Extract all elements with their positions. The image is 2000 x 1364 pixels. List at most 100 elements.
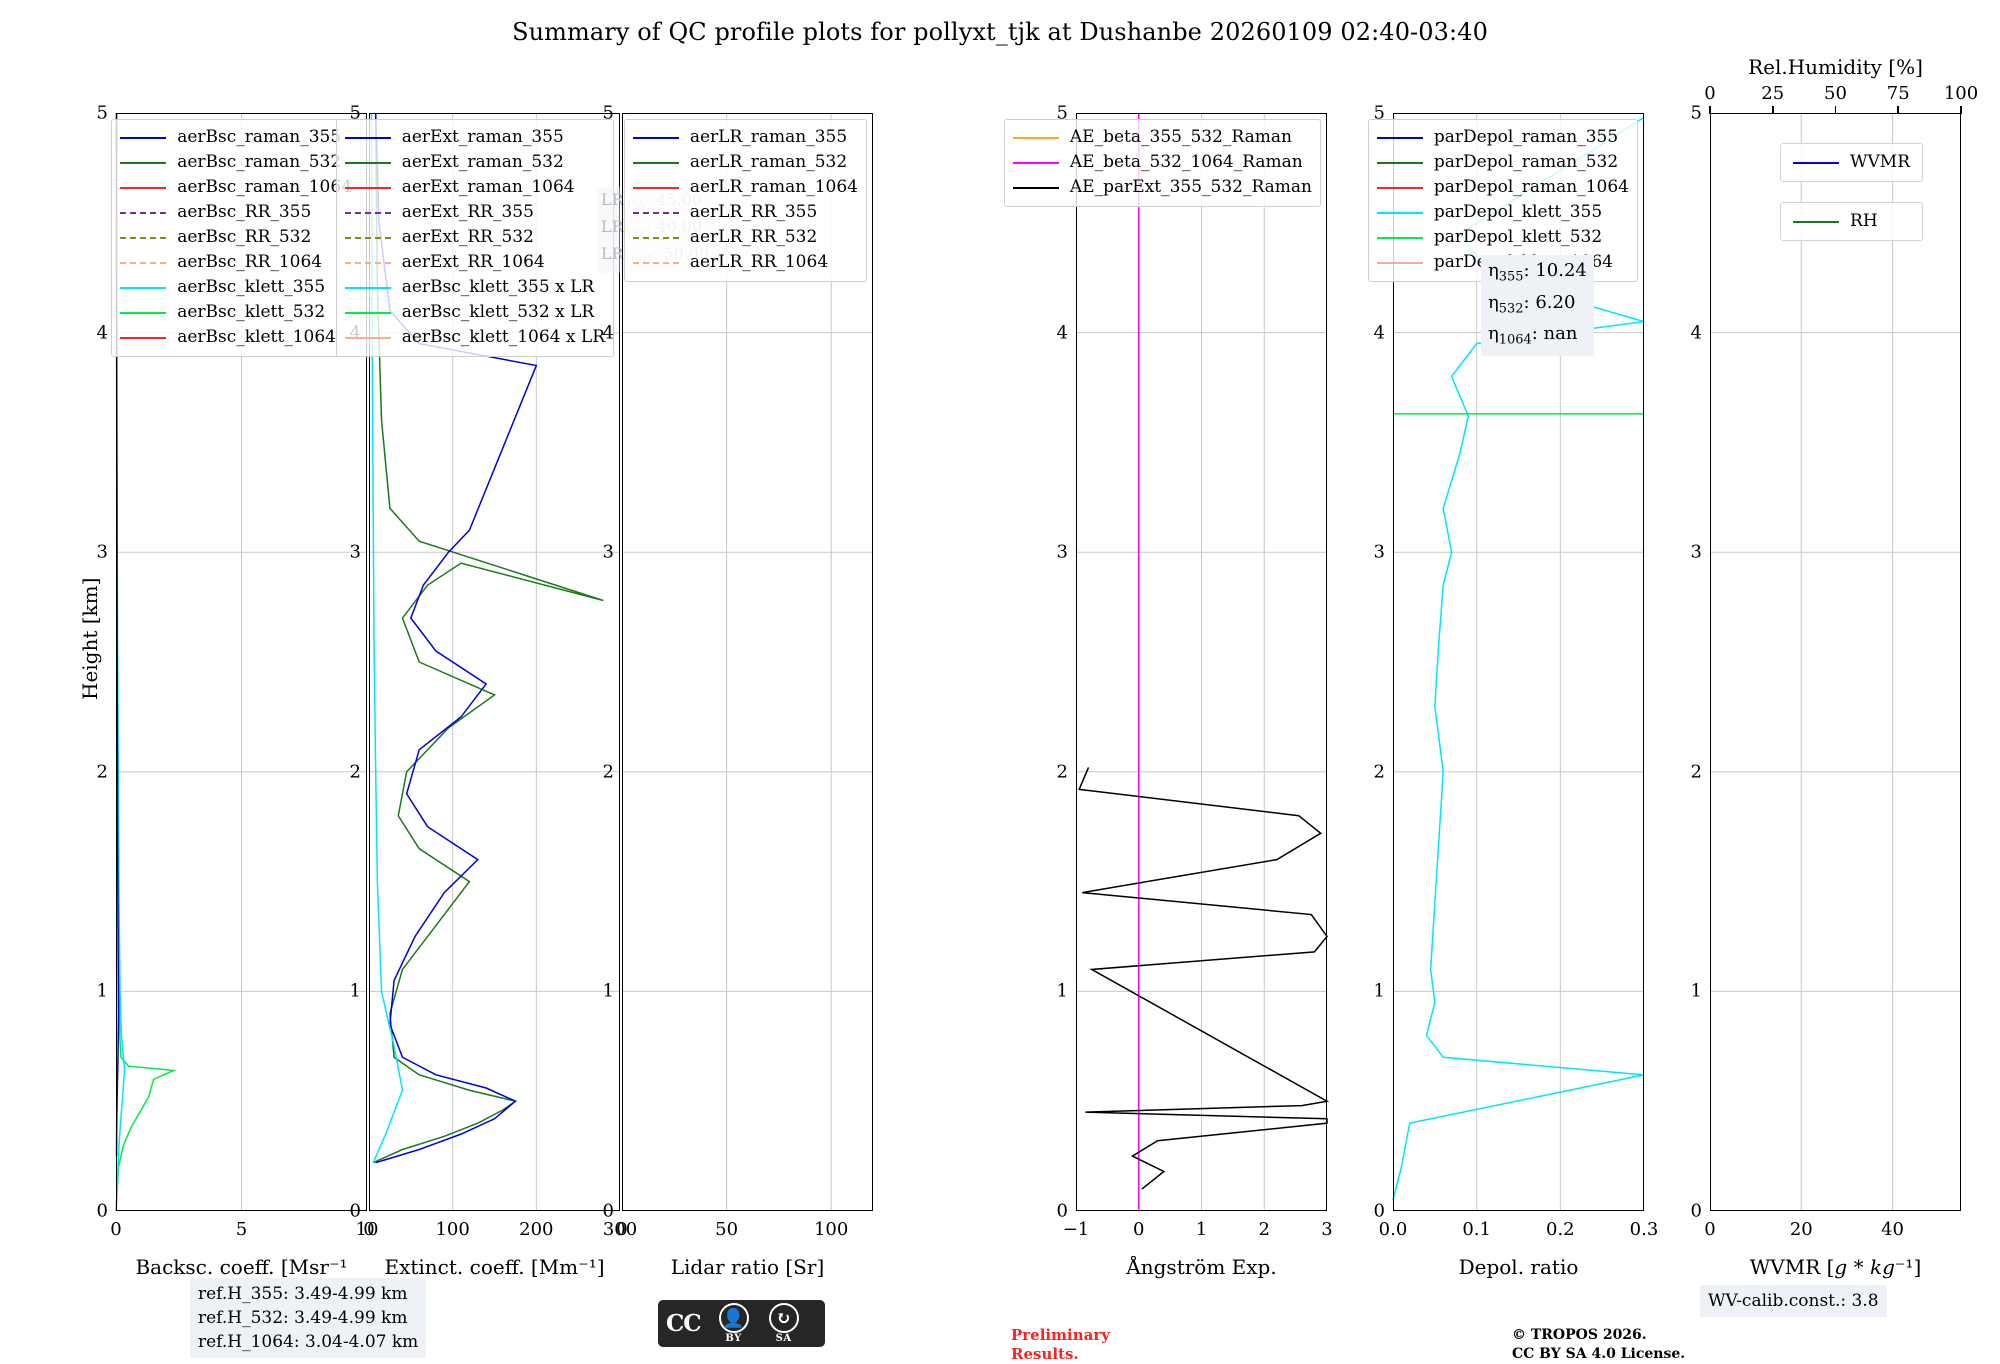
- legend-swatch-icon: [344, 336, 391, 339]
- legend-entry-aerLR_raman_1064[interactable]: aerLR_raman_1064: [632, 175, 858, 200]
- legend-swatch-icon: [1376, 161, 1423, 164]
- legend-entry-aerExt_RR_1064[interactable]: aerExt_RR_1064: [344, 250, 605, 275]
- legend-entry-aerBsc_klett_355[interactable]: aerBsc_klett_355: [120, 275, 352, 300]
- x-tick-angstrom-1: 0: [1133, 1219, 1145, 1240]
- plot-area-extinction: [369, 112, 620, 1211]
- x-tick-depolarization-1: 0.1: [1462, 1219, 1491, 1240]
- x-tick-wvmr-rh-2: 40: [1881, 1219, 1904, 1240]
- plot-area-angstrom: [1076, 113, 1330, 1211]
- legend-swatch-icon: [1793, 220, 1840, 223]
- legend-entry-aerExt_RR_355[interactable]: aerExt_RR_355: [344, 200, 605, 225]
- legend-entry-parDepol_raman_355[interactable]: parDepol_raman_355: [1376, 125, 1629, 150]
- legend-entry-parDepol_raman_1064[interactable]: parDepol_raman_1064: [1376, 175, 1629, 200]
- legend-swatch-icon: [120, 286, 167, 289]
- y-tick-angstrom-3: 3: [1056, 541, 1068, 563]
- top-x-tick-0: 0: [1704, 83, 1716, 104]
- legend-entry-aerExt_raman_355[interactable]: aerExt_raman_355: [344, 125, 605, 150]
- ref-height-532: ref.H_532: 3.49-4.99 km: [198, 1308, 408, 1328]
- legend-entry-aerLR_RR_355[interactable]: aerLR_RR_355: [632, 200, 858, 225]
- wv-calib-note: WV-calib.const.: 3.8: [1700, 1285, 1887, 1317]
- legend-entry-AE_parExt_355_532_Raman[interactable]: AE_parExt_355_532_Raman: [1012, 175, 1312, 200]
- axes-frame-angstrom: [1076, 113, 1327, 1211]
- eta-annotation-line-0: η355: 10.24: [1488, 260, 1587, 285]
- legend-entry-aerLR_RR_532[interactable]: aerLR_RR_532: [632, 225, 858, 250]
- legend-entry-aerBsc_klett_532[interactable]: aerBsc_klett_532: [120, 300, 352, 325]
- legend-swatch-icon: [632, 236, 679, 239]
- y-tick-lidar-ratio-4: 4: [602, 322, 614, 344]
- x-tick-lidar-ratio-1: 50: [715, 1219, 739, 1240]
- cc-by-glyph: 👤: [718, 1303, 749, 1333]
- legend-entry-aerExt_raman_532[interactable]: aerExt_raman_532: [344, 150, 605, 175]
- legend-entry-RH[interactable]: RH: [1780, 202, 1923, 241]
- legend-entry-aerLR_raman_532[interactable]: aerLR_raman_532: [632, 150, 858, 175]
- legend-label: AE_parExt_355_532_Raman: [1069, 177, 1312, 197]
- legend-label: aerBsc_RR_355: [177, 202, 312, 222]
- axes-frame-depolarization: [1393, 113, 1644, 1211]
- legend-entry-aerBsc_RR_355[interactable]: aerBsc_RR_355: [120, 200, 352, 225]
- x-tick-backscatter-2: 10: [355, 1219, 379, 1240]
- x-tick-depolarization-2: 0.2: [1546, 1219, 1575, 1240]
- top-x-tick-4: 100: [1943, 83, 1979, 104]
- legend-entry-aerBsc_klett_355 x LR[interactable]: aerBsc_klett_355 x LR: [344, 275, 605, 300]
- legend-entry-AE_beta_532_1064_Raman[interactable]: AE_beta_532_1064_Raman: [1012, 150, 1312, 175]
- legend-wvmr-rh: WVMR RH: [1780, 143, 1923, 261]
- legend-entry-aerLR_raman_355[interactable]: aerLR_raman_355: [632, 125, 858, 150]
- y-tick-extinction-0: 0: [349, 1200, 361, 1222]
- x-tick-lidar-ratio-2: 100: [813, 1219, 849, 1240]
- y-tick-angstrom-4: 4: [1056, 322, 1068, 344]
- series-aerBsc_klett_355 x LR: [370, 112, 404, 1163]
- legend-entry-aerBsc_raman_532[interactable]: aerBsc_raman_532: [120, 150, 352, 175]
- y-axis-label: Height [km]: [78, 577, 102, 700]
- legend-entry-AE_beta_355_532_Raman[interactable]: AE_beta_355_532_Raman: [1012, 125, 1312, 150]
- y-tick-extinction-1: 1: [349, 980, 361, 1002]
- legend-label: WVMR: [1850, 152, 1910, 172]
- y-tick-depolarization-4: 4: [1373, 322, 1385, 344]
- legend-entry-aerExt_RR_532[interactable]: aerExt_RR_532: [344, 225, 605, 250]
- legend-label: aerBsc_klett_532 x LR: [401, 302, 595, 322]
- legend-swatch-icon: [120, 311, 167, 314]
- legend-entry-aerBsc_RR_532[interactable]: aerBsc_RR_532: [120, 225, 352, 250]
- ref-height-1064: ref.H_1064: 3.04-4.07 km: [198, 1332, 419, 1352]
- legend-label: AE_beta_355_532_Raman: [1069, 127, 1292, 147]
- legend-entry-aerBsc_RR_1064[interactable]: aerBsc_RR_1064: [120, 250, 352, 275]
- legend-entry-aerLR_RR_1064[interactable]: aerLR_RR_1064: [632, 250, 858, 275]
- y-tick-lidar-ratio-1: 1: [602, 980, 614, 1002]
- top-tick-mark-2: [1834, 106, 1837, 114]
- legend-entry-aerBsc_klett_1064[interactable]: aerBsc_klett_1064: [120, 325, 352, 350]
- copyright-note: © TROPOS 2026. CC BY SA 4.0 License.: [1512, 1326, 1685, 1364]
- legend-swatch-icon: [120, 236, 167, 239]
- plot-panel-wvmr-rh: 0 20 40 0 1 2 3 4 5 WVMR [𝑔 * 𝑘𝑔⁻¹] Rel.Humidity […: [1691, 55, 1979, 1279]
- legend-entry-parDepol_klett_532[interactable]: parDepol_klett_532: [1376, 225, 1629, 250]
- plot-area-lidar-ratio: [622, 113, 873, 1211]
- legend-entry-WVMR[interactable]: WVMR: [1780, 143, 1923, 182]
- legend-label: aerBsc_raman_355: [177, 127, 342, 147]
- legend-entry-parDepol_raman_532[interactable]: parDepol_raman_532: [1376, 150, 1629, 175]
- copyright-line-2: CC BY SA 4.0 License.: [1512, 1346, 1686, 1362]
- cc-sa-icon: ↻ SA: [759, 1303, 809, 1344]
- cc-by-label: BY: [725, 1333, 742, 1344]
- y-tick-backscatter-3: 3: [96, 541, 108, 563]
- legend-label: aerBsc_RR_1064: [177, 252, 323, 272]
- legend-swatch-icon: [632, 261, 679, 264]
- legend-entry-parDepol_klett_355[interactable]: parDepol_klett_355: [1376, 200, 1629, 225]
- legend-label: aerBsc_raman_532: [177, 152, 342, 172]
- x-tick-depolarization-3: 0.3: [1629, 1219, 1659, 1240]
- legend-entry-aerExt_raman_1064[interactable]: aerExt_raman_1064: [344, 175, 605, 200]
- x-tick-backscatter-1: 5: [235, 1219, 248, 1240]
- legend-entry-aerBsc_raman_1064[interactable]: aerBsc_raman_1064: [120, 175, 352, 200]
- legend-entry-aerBsc_raman_355[interactable]: aerBsc_raman_355: [120, 125, 352, 150]
- y-tick-extinction-2: 2: [349, 761, 361, 783]
- legend-label: aerBsc_RR_532: [177, 227, 312, 247]
- legend-swatch-icon: [1376, 211, 1423, 214]
- preliminary-line-1: Preliminary: [1011, 1326, 1110, 1344]
- legend-swatch-icon: [120, 136, 167, 139]
- legend-label: aerLR_raman_532: [689, 152, 848, 172]
- y-tick-wvmr-rh-5: 5: [1690, 102, 1702, 124]
- legend-swatch-icon: [120, 211, 167, 214]
- legend-swatch-icon: [1376, 236, 1423, 239]
- legend-swatch-icon: [344, 161, 391, 164]
- x-tick-wvmr-rh-1: 20: [1789, 1219, 1813, 1240]
- legend-backscatter: aerBsc_raman_355 aerBsc_raman_532 aerBsc_r…: [111, 119, 361, 357]
- legend-entry-aerBsc_klett_532 x LR[interactable]: aerBsc_klett_532 x LR: [344, 300, 605, 325]
- legend-entry-aerBsc_klett_1064 x LR[interactable]: aerBsc_klett_1064 x LR: [344, 325, 605, 350]
